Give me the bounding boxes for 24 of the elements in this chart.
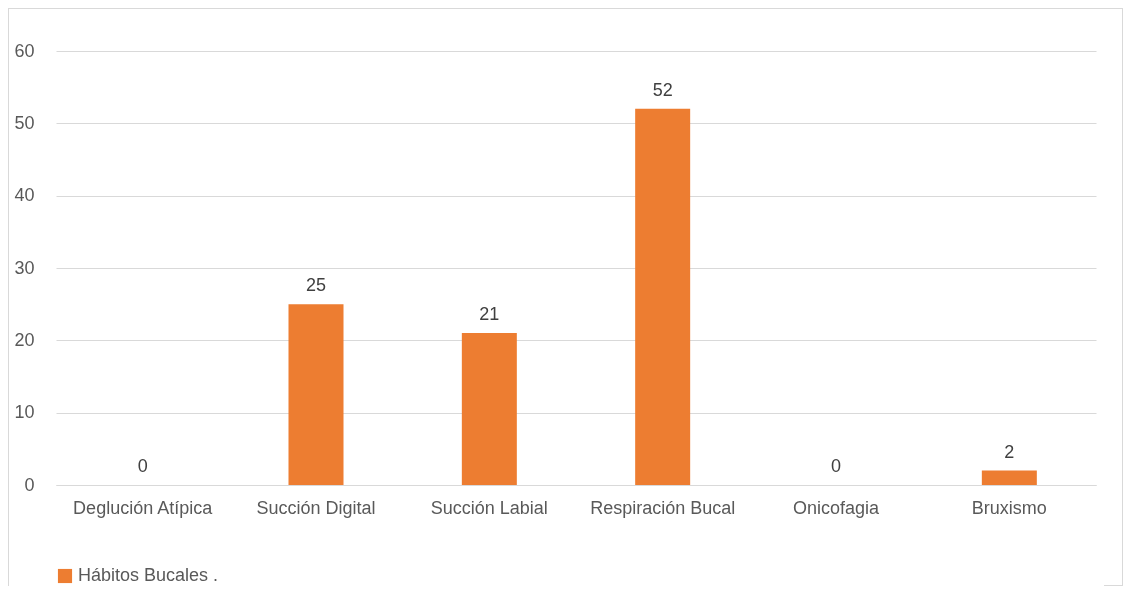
y-tick-label: 10 [14, 402, 35, 423]
data-label: 2 [1004, 441, 1015, 462]
data-label: 21 [479, 304, 500, 325]
data-label: 52 [652, 79, 673, 100]
data-label: 0 [137, 456, 148, 476]
legend-label: Hábitos Bucales . [78, 565, 219, 585]
x-tick-label: Succión Labial [430, 497, 548, 518]
y-tick-label: 20 [14, 329, 35, 350]
x-tick-label: Deglución Atípica [73, 497, 214, 518]
y-tick-label: 50 [14, 112, 35, 133]
x-tick-label: Respiración Bucal [590, 497, 736, 518]
x-tick-label: Onicofagia [792, 497, 881, 518]
y-tick-label: 30 [14, 257, 35, 278]
data-label: 25 [305, 275, 327, 296]
x-tick-label: Bruxismo [971, 497, 1047, 518]
y-tick-label: 60 [14, 40, 35, 61]
y-tick-label: 40 [14, 185, 35, 206]
bar [288, 304, 344, 485]
x-tick-label: Succión Digital [256, 497, 376, 518]
y-tick-label: 0 [24, 474, 35, 495]
data-label: 0 [830, 456, 842, 476]
bar [635, 108, 691, 485]
bar [461, 333, 517, 485]
bar [981, 470, 1037, 485]
